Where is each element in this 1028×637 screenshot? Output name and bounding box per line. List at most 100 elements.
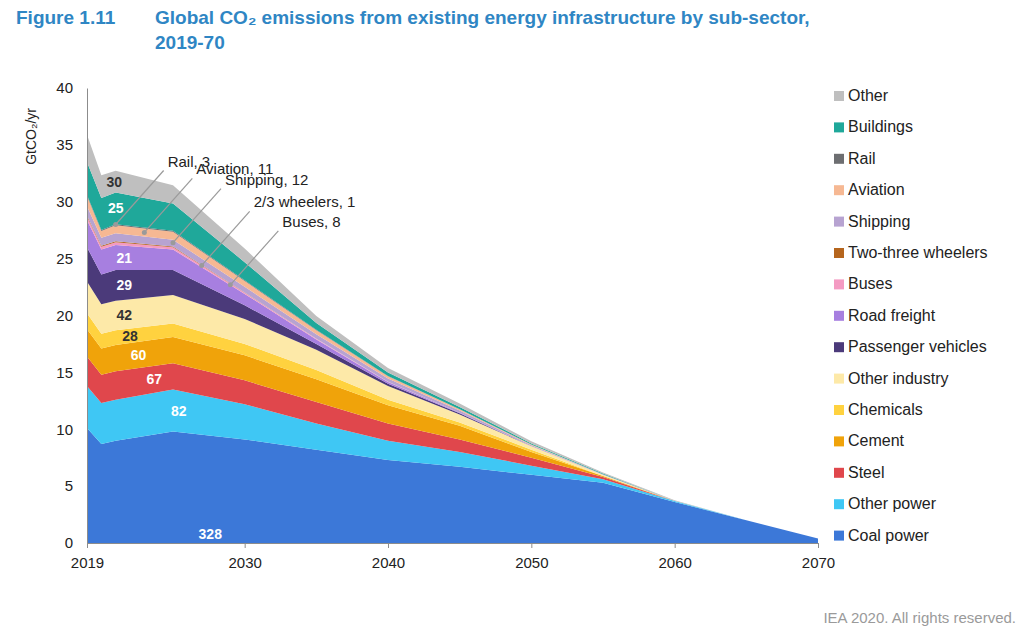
tick-label: 2050 [515,554,548,571]
callout-dot [199,263,204,268]
legend-label: Passenger vehicles [848,338,987,355]
area [87,215,818,538]
tick-mark [245,543,246,548]
area [87,220,818,539]
y-axis: 0 5 10 15 20 25 30 35 40 [56,79,87,551]
legend-swatch [834,468,844,478]
tick-label: 2019 [71,554,104,571]
callout-dot [228,282,233,287]
area-total-label: 30 [106,174,122,190]
legend-label: Other industry [848,370,948,387]
tick: 2070 [802,543,835,571]
area [87,206,818,538]
tick: 2030 [228,543,261,571]
callout-dot [171,240,176,245]
legend-label: Rail [848,150,876,167]
tick: 0 [65,534,87,551]
tick-label: 15 [56,364,73,381]
legend-label: Buildings [848,118,913,135]
legend-swatch [834,185,844,195]
legend-label: Cement [848,432,905,449]
tick-mark [531,543,532,548]
legend-label: Two-three wheelers [848,244,988,261]
tick-mark [675,543,676,548]
source: IEA 2020. All rights reserved. [823,609,1016,626]
legend-swatch [834,122,844,132]
legend-swatch [834,279,844,289]
legend: Other Buildings Rail Aviation Shipping Two-th… [834,87,988,544]
area-total-label: 67 [147,371,163,387]
legend-swatch [834,342,844,352]
tick-mark [388,543,389,548]
y-axis-title: GtCO₂/yr [23,108,39,165]
legend-swatch [834,91,844,101]
callout-label: 2/3 wheelers, 1 [254,193,356,210]
legend-swatch [834,248,844,258]
legend-label: Shipping [848,213,910,230]
area [87,135,818,539]
tick: 2019 [71,543,104,571]
legend-label: Chemicals [848,401,923,418]
callout-line [173,189,221,243]
tick-mark [818,543,819,548]
tick-label: 20 [56,307,73,324]
legend-swatch [834,405,844,415]
legend-label: Buses [848,275,892,292]
area-total-label: 42 [116,307,132,323]
callout-line [202,211,250,265]
tick-label: 30 [56,193,73,210]
area [87,247,818,538]
area-total-label: 82 [171,403,187,419]
tick-label: 0 [65,534,73,551]
area-total-label: 25 [108,200,124,216]
figure-number: Figure 1.11 [16,7,116,28]
tick: 35 [56,136,87,153]
tick-mark [87,543,88,548]
tick-label: 40 [56,79,73,96]
callout-dot [113,222,118,227]
tick-label: 10 [56,421,73,438]
legend-swatch [834,311,844,321]
callout-dot [142,230,147,235]
callout-label: Buses, 8 [282,213,340,230]
axis-line [87,89,88,544]
legend-label: Other [848,87,889,104]
area [87,329,818,538]
legend-label: Steel [848,464,884,481]
callout-line [230,231,278,285]
tick-label: 2040 [372,554,405,571]
legend-swatch [834,154,844,164]
tick: 40 [56,79,87,96]
x-axis: 2019 2030 2040 2050 2060 2070 [71,543,835,571]
area [87,217,818,539]
area-total-label: 29 [116,277,132,293]
tick: 5 [65,477,87,494]
callout-line [116,171,164,225]
tick-label: 2060 [658,554,691,571]
legend-swatch [834,499,844,509]
legend-swatch [834,436,844,446]
title: Global CO₂ emissions from existing energ… [155,7,810,53]
tick-label: 2070 [802,554,835,571]
area [87,356,818,538]
tick: 25 [56,250,87,267]
plot-area [87,135,818,543]
tick-label: 2030 [228,554,261,571]
tick-label: 25 [56,250,73,267]
tick: 2050 [515,543,548,571]
axis-line [88,544,819,549]
tick-label: 5 [65,477,73,494]
area [87,313,818,538]
callout-line [144,178,192,232]
tick: 2060 [658,543,691,571]
tick-label: 35 [56,136,73,153]
legend-swatch [834,374,844,384]
legend-label: Aviation [848,181,905,198]
legend-swatch [834,531,844,541]
legend-label: Other power [848,495,937,512]
tick: 15 [56,364,87,381]
tick: 2040 [372,543,405,571]
area-total-label: 21 [116,250,132,266]
legend-label: Road freight [848,307,936,324]
area-total-label: 60 [131,347,147,363]
